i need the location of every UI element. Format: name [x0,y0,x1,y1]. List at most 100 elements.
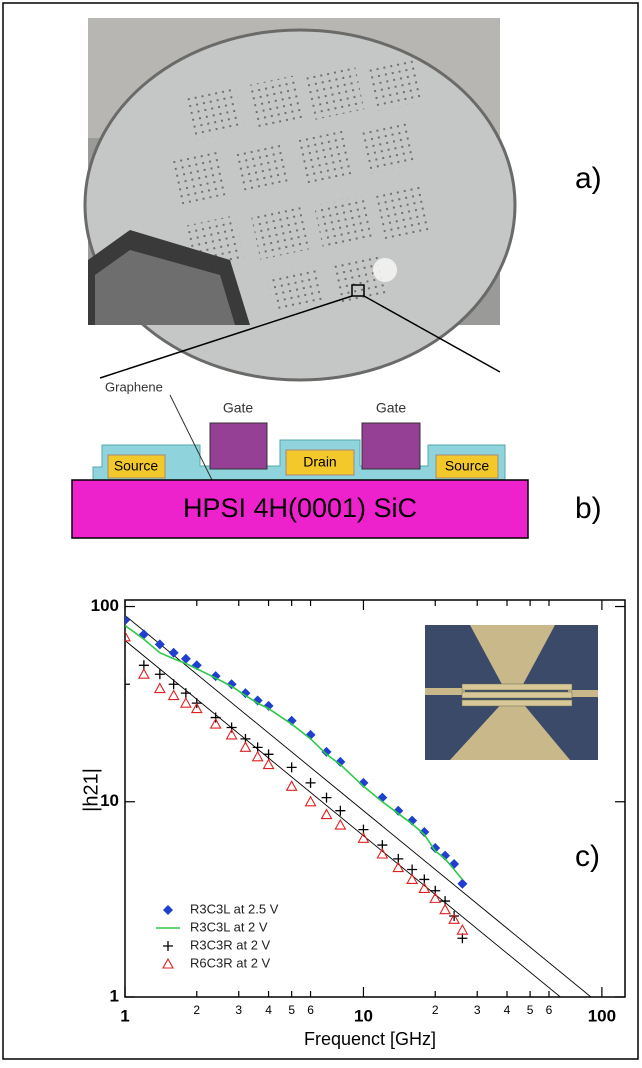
plus-marker [449,910,460,921]
triangle-marker [239,741,252,752]
source-label: Source [114,458,159,474]
y-tick-label: 10 [100,791,119,810]
x-tick-label: 4 [504,1003,511,1017]
diamond-marker [419,827,430,838]
triangle-marker [304,795,317,807]
zoom-line [99,295,353,379]
y-axis-label: |h21| [80,768,102,812]
series-line [125,624,464,880]
triangle-marker [153,682,166,694]
gate-label: Gate [376,400,407,416]
triangle-marker [179,697,192,708]
diamond-marker [430,842,441,853]
plus-marker [335,805,346,816]
diamond-marker [240,688,251,699]
legend-label: R3C3L at 2 V [190,919,268,934]
plus-marker [210,712,221,723]
diamond-marker [226,679,237,690]
plot-area [124,599,626,998]
legend-label: R6C3R at 2 V [190,955,271,970]
x-tick-label: 6 [307,1003,314,1017]
triangle-marker [320,808,333,820]
diamond-marker [163,905,173,915]
gate-label: Gate [223,400,254,416]
diamond-marker [440,850,451,861]
diamond-marker [252,695,263,706]
triangle-marker [357,832,370,843]
substrate-label: HPSI 4H(0001) SiC [183,493,417,523]
x-tick-label: 6 [546,1003,553,1017]
plus-marker [407,864,418,875]
plus-marker [321,792,332,803]
triangle-marker [456,924,469,935]
legend-label: R3C3R at 2 V [190,937,271,952]
zoom-line [363,295,501,373]
triangle-marker [439,903,452,915]
diamond-marker [335,756,346,767]
triangle-marker [225,728,238,740]
panel-label: b) [575,492,602,525]
triangle-marker [448,913,461,924]
triangle-marker [190,702,203,714]
diamond-marker [457,878,468,889]
x-tick-label: 100 [588,1006,616,1025]
x-tick-label: 3 [235,1003,242,1017]
diamond-marker [180,653,191,664]
diamond-marker [138,629,149,640]
inset-photo [425,625,598,760]
triangle-marker [162,957,174,969]
fit-line [125,640,562,997]
panel-label: a) [575,162,602,195]
triangle-marker [285,780,298,791]
plus-marker [286,762,297,773]
triangle-marker [429,892,442,903]
plus-marker [163,941,173,951]
triangle-marker [137,668,150,679]
y-tick-label: 100 [91,596,119,615]
x-tick-label: 10 [354,1006,373,1025]
triangle-marker [167,689,180,701]
plus-marker [457,933,468,944]
plus-marker [168,679,179,690]
triangle-marker [334,818,347,830]
x-tick-label: 4 [265,1003,272,1017]
triangle-marker [376,847,389,859]
diamond-marker [393,805,404,816]
x-tick-label: 5 [288,1003,295,1017]
triangle-marker [209,717,222,729]
plus-marker [154,669,165,680]
diamond-marker [125,615,130,626]
diamond-marker [358,777,369,788]
cross-section [71,394,529,539]
triangle-marker [392,861,405,873]
x-tick-label: 3 [474,1003,481,1017]
wafer-photo [83,18,517,382]
plus-marker [180,688,191,699]
y-tick-label: 1 [110,986,119,1005]
plot-marks [125,615,592,997]
plus-marker [263,749,274,760]
diamond-marker [168,647,179,658]
triangle-marker [406,873,419,885]
diamond-marker [154,639,165,650]
x-tick-label: 1 [120,1006,129,1025]
x-axis-label: Frequenct [GHz] [304,1029,436,1049]
legend-label: R3C3L at 2.5 V [190,901,279,916]
triangle-marker [125,630,131,642]
plus-marker [305,777,316,788]
triangle-marker [262,758,275,770]
panel-label: c) [575,840,600,873]
x-tick-label: 2 [432,1003,439,1017]
graphene-label: Graphene [105,379,163,394]
diamond-marker [407,815,418,826]
x-tick-label: 5 [527,1003,534,1017]
diamond-marker [263,700,274,711]
triangle-marker [251,750,264,762]
drain-label: Drain [303,454,336,470]
triangle-marker [418,882,431,893]
fit-line [125,615,592,997]
source-label: Source [445,458,490,474]
x-tick-label: 2 [193,1003,200,1017]
